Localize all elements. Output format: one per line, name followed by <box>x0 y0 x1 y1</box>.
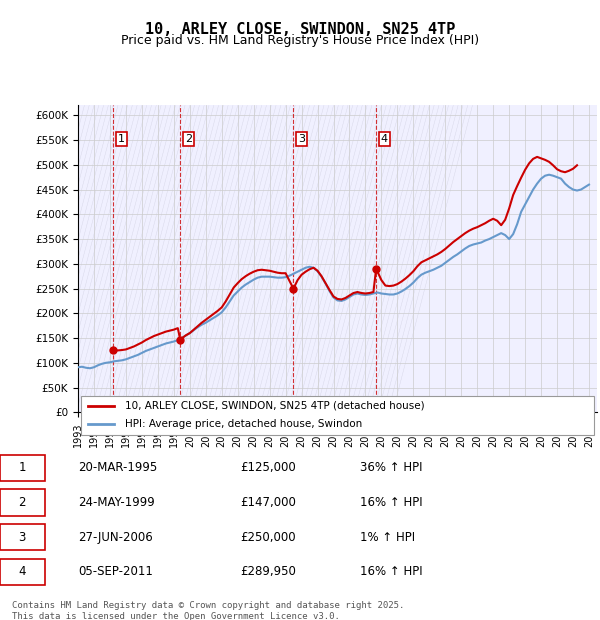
FancyBboxPatch shape <box>80 396 595 435</box>
Text: 16% ↑ HPI: 16% ↑ HPI <box>360 496 422 509</box>
Text: Price paid vs. HM Land Registry's House Price Index (HPI): Price paid vs. HM Land Registry's House … <box>121 34 479 47</box>
Text: 1: 1 <box>19 461 26 474</box>
Text: HPI: Average price, detached house, Swindon: HPI: Average price, detached house, Swin… <box>125 419 362 429</box>
Text: 36% ↑ HPI: 36% ↑ HPI <box>360 461 422 474</box>
Text: 20-MAR-1995: 20-MAR-1995 <box>78 461 157 474</box>
FancyBboxPatch shape <box>0 559 45 585</box>
Text: £250,000: £250,000 <box>240 531 296 544</box>
Text: 4: 4 <box>19 565 26 578</box>
Text: 4: 4 <box>381 134 388 144</box>
Text: 3: 3 <box>19 531 26 544</box>
Text: 3: 3 <box>298 134 305 144</box>
Text: 27-JUN-2006: 27-JUN-2006 <box>78 531 153 544</box>
FancyBboxPatch shape <box>0 489 45 516</box>
Text: 10, ARLEY CLOSE, SWINDON, SN25 4TP (detached house): 10, ARLEY CLOSE, SWINDON, SN25 4TP (deta… <box>125 401 424 411</box>
Text: 05-SEP-2011: 05-SEP-2011 <box>78 565 153 578</box>
Text: 10, ARLEY CLOSE, SWINDON, SN25 4TP: 10, ARLEY CLOSE, SWINDON, SN25 4TP <box>145 22 455 37</box>
Text: £125,000: £125,000 <box>240 461 296 474</box>
Text: 1: 1 <box>118 134 125 144</box>
Text: Contains HM Land Registry data © Crown copyright and database right 2025.
This d: Contains HM Land Registry data © Crown c… <box>12 601 404 620</box>
Text: £289,950: £289,950 <box>240 565 296 578</box>
Text: 1% ↑ HPI: 1% ↑ HPI <box>360 531 415 544</box>
FancyBboxPatch shape <box>0 524 45 550</box>
Text: 2: 2 <box>185 134 192 144</box>
Text: 16% ↑ HPI: 16% ↑ HPI <box>360 565 422 578</box>
FancyBboxPatch shape <box>0 455 45 481</box>
Text: £147,000: £147,000 <box>240 496 296 509</box>
Text: 2: 2 <box>19 496 26 509</box>
Text: 24-MAY-1999: 24-MAY-1999 <box>78 496 155 509</box>
